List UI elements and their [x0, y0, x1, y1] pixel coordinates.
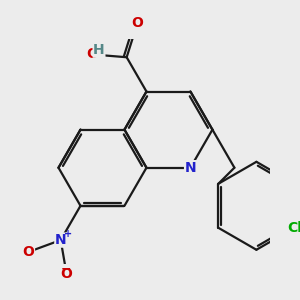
Text: N: N: [184, 161, 196, 175]
Text: H: H: [93, 43, 105, 57]
Text: Cl: Cl: [287, 221, 300, 235]
Text: N: N: [55, 233, 67, 247]
Text: O: O: [22, 245, 34, 259]
Text: O: O: [61, 267, 73, 281]
Text: −: −: [61, 262, 72, 275]
Text: O: O: [86, 47, 98, 61]
Text: +: +: [64, 230, 72, 239]
Text: O: O: [131, 16, 143, 30]
